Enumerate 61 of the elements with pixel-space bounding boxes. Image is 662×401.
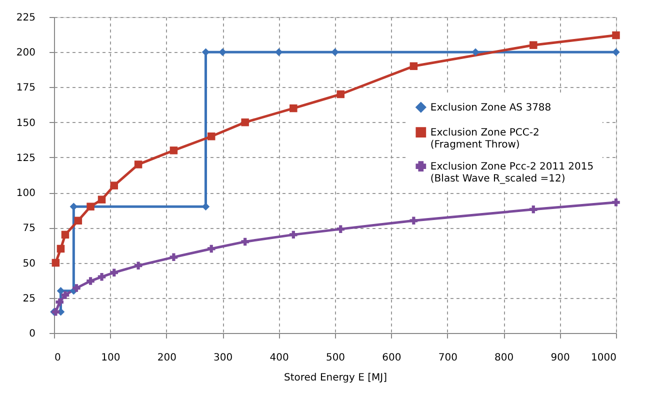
- point: [110, 268, 118, 276]
- point: [134, 160, 142, 168]
- y-tick-label: 175: [16, 82, 36, 94]
- y-tick-label: 225: [16, 12, 36, 24]
- point: [612, 31, 620, 40]
- x-tick-label: 1000: [591, 352, 616, 364]
- point: [612, 198, 620, 206]
- point: [52, 258, 60, 267]
- y-tick-label: 100: [16, 188, 36, 200]
- point: [110, 182, 118, 190]
- point: [336, 225, 344, 233]
- legend-label: Exclusion Zone Pcc-2 2011 2015 (Blast Wave R_scaled =12): [430, 161, 594, 184]
- point: [86, 277, 94, 285]
- y-tick-label: 125: [16, 152, 36, 164]
- x-tick-label: 900: [550, 352, 570, 364]
- point: [170, 146, 178, 154]
- point: [410, 62, 418, 70]
- point: [331, 48, 339, 56]
- point: [336, 90, 344, 98]
- legend-label: Exclusion Zone AS 3788: [430, 102, 552, 114]
- point: [56, 298, 64, 306]
- point: [530, 41, 538, 49]
- point: [61, 230, 70, 239]
- x-tick-label: 400: [270, 352, 289, 364]
- y-tick-label: 75: [22, 223, 36, 234]
- point: [86, 202, 94, 210]
- point: [56, 244, 65, 253]
- y-tick-label: 50: [22, 258, 36, 270]
- x-tick-label: 100: [101, 352, 120, 364]
- point: [218, 48, 226, 56]
- y-tick-label: 150: [16, 118, 36, 129]
- point: [472, 48, 480, 56]
- point: [98, 196, 106, 204]
- point: [207, 132, 216, 140]
- point: [290, 230, 298, 239]
- x-tick-label: 200: [157, 352, 176, 364]
- point: [72, 284, 80, 292]
- point: [530, 206, 538, 214]
- point: [241, 238, 249, 246]
- x-tick-label: 0: [54, 352, 61, 364]
- point: [410, 216, 418, 225]
- legend-label: Exclusion Zone PCC-2 (Fragment Throw): [430, 127, 540, 150]
- x-axis-title: Stored Energy E [MJ]: [284, 372, 388, 384]
- x-tick-label: 700: [438, 352, 458, 364]
- point: [134, 262, 142, 270]
- point: [207, 244, 216, 253]
- point: [74, 216, 82, 225]
- point: [61, 291, 70, 299]
- point: [98, 272, 106, 281]
- point: [170, 253, 178, 262]
- y-tick-label: 25: [22, 293, 36, 304]
- point: [241, 118, 249, 126]
- point: [612, 48, 620, 56]
- y-tick-label: 0: [29, 328, 36, 340]
- point: [290, 104, 298, 112]
- x-tick-label: 500: [326, 352, 346, 364]
- y-tick-label: 200: [16, 48, 36, 59]
- x-tick-label: 800: [494, 352, 514, 364]
- point: [202, 48, 210, 56]
- x-tick-label: 600: [382, 352, 402, 364]
- x-tick-label: 300: [214, 352, 233, 364]
